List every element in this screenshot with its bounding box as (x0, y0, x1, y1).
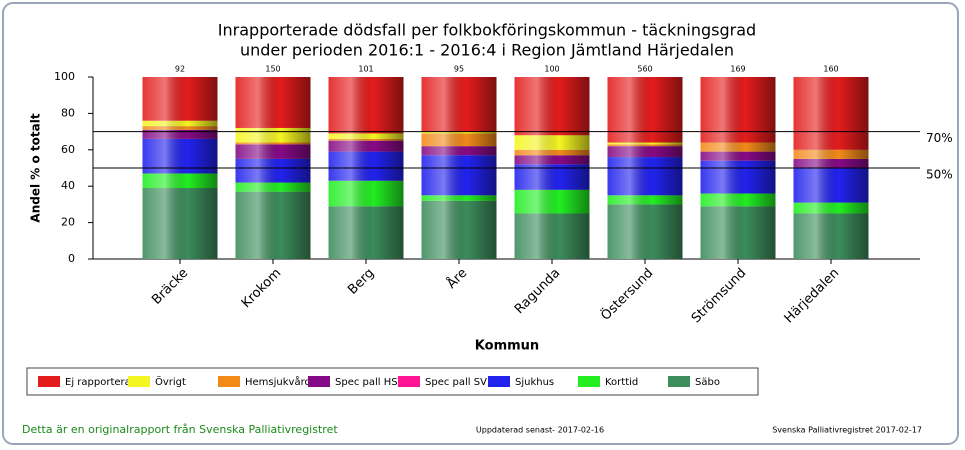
bar-segment (421, 195, 497, 201)
bar-segment (328, 151, 404, 181)
reference-label: 70% (926, 131, 953, 145)
bar-segment (607, 146, 683, 158)
footer-right: Svenska Palliativregistret 2017-02-17 (772, 426, 922, 435)
legend-swatch (398, 376, 420, 387)
bar-segment (142, 188, 218, 259)
y-tick-label: 0 (68, 252, 75, 265)
bar-segment (328, 138, 404, 141)
bar-top-label: 100 (544, 65, 559, 74)
bar-segment (607, 142, 683, 145)
legend-label: Sjukhus (515, 377, 554, 388)
bar-top-label: 169 (730, 65, 745, 74)
bar-segment (700, 193, 776, 207)
bar-segment (328, 133, 404, 139)
bar-segment (328, 77, 404, 134)
legend-label: Ej rapporterat (65, 377, 135, 388)
footer-center: Uppdaterad senast- 2017-02-16 (476, 426, 604, 435)
bar-segment (142, 126, 218, 130)
bar-top-label: 160 (823, 65, 838, 74)
bar-segment (793, 168, 869, 203)
bar-segment (421, 77, 497, 132)
bar-segment (793, 202, 869, 214)
bar-segment (421, 155, 497, 196)
legend-label: Spec pall SV (425, 377, 487, 388)
bar-top-label: 150 (265, 65, 280, 74)
title-line: under perioden 2016:1 - 2016:4 i Region … (240, 41, 734, 60)
bar-segment (235, 182, 311, 192)
legend-swatch (128, 376, 150, 387)
reference-label: 50% (926, 168, 953, 182)
bar-segment (235, 191, 311, 259)
bar-segment (793, 77, 869, 150)
y-tick-label: 40 (61, 179, 75, 192)
legend-swatch (668, 376, 690, 387)
legend-label: Hemsjukvård (245, 375, 311, 388)
bar-segment (514, 149, 590, 156)
legend-swatch (218, 376, 240, 387)
y-axis-label: Andel % o totalt (29, 113, 43, 222)
bar-segment (700, 206, 776, 259)
bar-segment (700, 151, 776, 161)
bar-segment (793, 149, 869, 159)
bar-segment (421, 200, 497, 259)
bar-segment (700, 77, 776, 143)
bar-segment (514, 135, 590, 150)
legend-label: Korttid (605, 377, 638, 388)
y-tick-label: 20 (61, 216, 75, 229)
bar-top-label: 92 (175, 65, 185, 74)
bar-segment (235, 144, 311, 159)
y-tick-label: 60 (61, 143, 75, 156)
title-line: Inrapporterade dödsfall per folkbokförin… (218, 21, 756, 40)
bar-segment (328, 180, 404, 207)
bar-segment (421, 146, 497, 156)
bar-segment (142, 173, 218, 189)
bar-segment (235, 77, 311, 128)
bar-segment (607, 195, 683, 205)
bar-segment (514, 77, 590, 136)
bar-segment (142, 120, 218, 127)
bar-top-label: 101 (358, 65, 373, 74)
bar-segment (235, 142, 311, 145)
legend-label: Säbo (695, 377, 720, 388)
bar-segment (514, 155, 590, 165)
bar-segment (793, 158, 869, 168)
legend-swatch (308, 376, 330, 387)
footer-left: Detta är en originalrapport från Svenska… (22, 423, 338, 436)
bar-segment (328, 206, 404, 259)
bar-segment (514, 189, 590, 214)
bar-segment (607, 157, 683, 196)
bar-segment (514, 213, 590, 259)
bar-segment (700, 142, 776, 152)
legend-label: Spec pall HSV (335, 377, 405, 388)
bar-top-label: 560 (637, 65, 652, 74)
bar-segment (235, 127, 311, 143)
bar-segment (793, 213, 869, 259)
y-tick-label: 80 (61, 106, 75, 119)
bar-segment (142, 77, 218, 121)
bar-segment (421, 133, 497, 147)
legend-swatch (578, 376, 600, 387)
legend-swatch (38, 376, 60, 387)
bar-segment (328, 140, 404, 152)
legend-label: Övrigt (155, 375, 186, 388)
bar-top-label: 95 (454, 65, 464, 74)
x-axis-label: Kommun (475, 339, 539, 354)
bar-segment (607, 77, 683, 143)
bar-segment (607, 144, 683, 147)
bar-segment (235, 158, 311, 183)
y-tick-label: 100 (54, 70, 75, 83)
bar-segment (700, 160, 776, 194)
legend-swatch (488, 376, 510, 387)
bar-segment (607, 204, 683, 259)
